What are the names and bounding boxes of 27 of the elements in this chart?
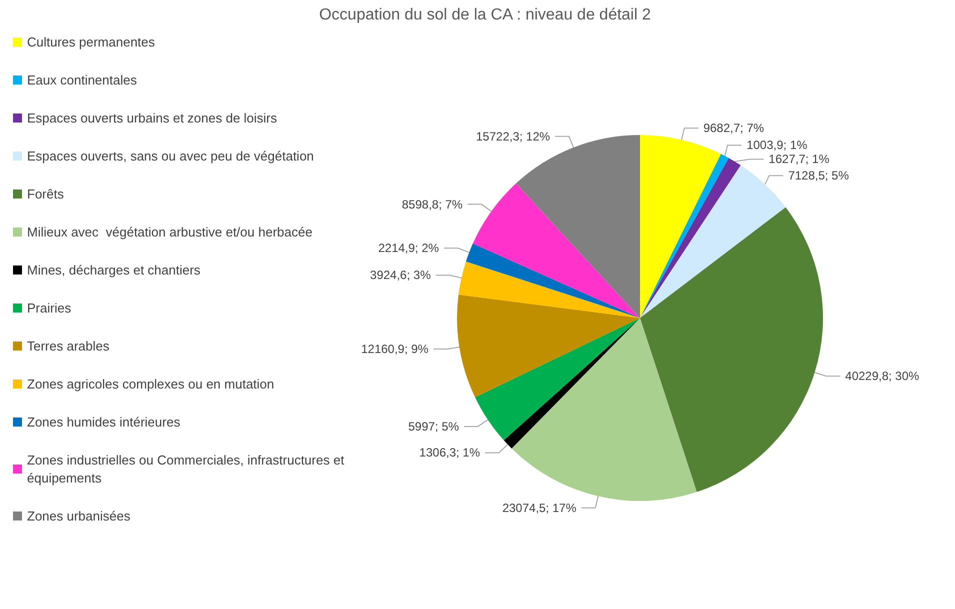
legend-label: Zones industrielles ou Commerciales, infrastructures et équipements [27,452,348,486]
legend-label: Zones agricoles complexes ou en mutation [27,376,274,392]
data-label: 1306,3; 1% [419,446,480,460]
legend-label: Mines, décharges et chantiers [27,262,201,278]
data-label: 1003,9; 1% [746,138,808,152]
data-label: 23074,5; 17% [502,500,577,515]
legend-label: Forêts [27,186,64,202]
data-label: 8598,8; 7% [402,197,463,212]
data-label: 1627,7; 1% [768,152,830,166]
legend-label: Milieux avec végétation arbustive et/ou herbacée [27,224,312,240]
legend-label: Zones humides intérieures [27,414,181,430]
data-label: 9682,7; 7% [703,121,764,136]
data-label: 40229,8; 30% [845,369,920,384]
legend-label: Espaces ouverts urbains et zones de loisirs [27,110,278,126]
chart-title: Occupation du sol de la CA : niveau de détail 2 [319,6,651,24]
data-label: 15722,3; 12% [476,129,550,144]
data-label: 3924,6; 3% [370,268,432,282]
legend-label: Terres arables [27,338,110,354]
legend-label: Prairies [27,300,72,316]
data-label: 2214,9; 2% [378,241,440,256]
data-label: 7128,5; 5% [788,168,850,183]
data-label: 5997; 5% [408,419,460,434]
legend-label: Eaux continentales [27,72,138,88]
legend-label: Espaces ouverts, sans ou avec peu de végétation [27,148,314,164]
data-label: 12160,9; 9% [361,342,429,356]
legend-label: Zones urbanisées [27,508,131,524]
legend-label: Cultures permanentes [27,34,156,50]
